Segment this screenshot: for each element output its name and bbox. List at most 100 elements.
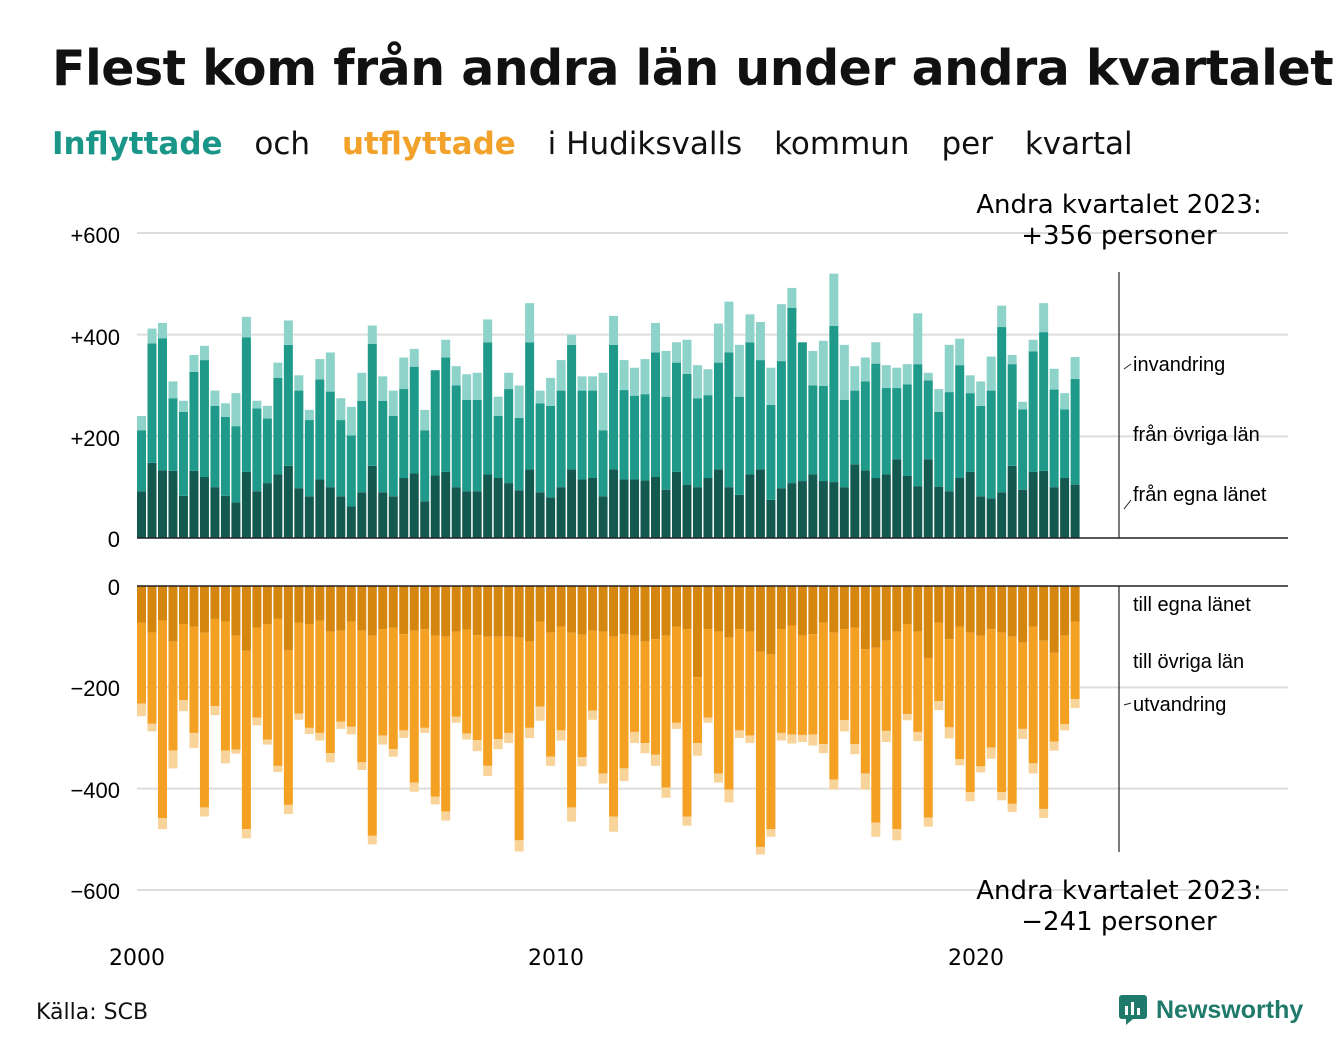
bar-in-ovriga xyxy=(304,420,314,497)
bar-in-ovriga xyxy=(692,398,702,488)
y-tick-in-200: +200 xyxy=(70,426,120,451)
bar-out-utvandring xyxy=(483,765,493,776)
bar-out-ovriga xyxy=(504,636,514,733)
annotation-in-line1: Andra kvartalet 2023: xyxy=(976,190,1261,220)
bar-out-utvandring xyxy=(420,727,430,733)
bar-in-invandring xyxy=(472,372,482,400)
bar-in-invandring xyxy=(262,405,272,419)
bar-in-ovriga xyxy=(955,365,965,479)
bar-in-invandring xyxy=(902,364,912,385)
bar-out-ovriga xyxy=(409,630,419,783)
bar-in-egna xyxy=(1070,484,1080,538)
bar-in-invandring xyxy=(525,303,535,343)
bar-in-egna xyxy=(420,501,430,538)
bar-in-ovriga xyxy=(157,338,167,471)
y-tick-out-0: 0 xyxy=(108,575,120,600)
bar-out-ovriga xyxy=(588,630,598,711)
bar-out-egna xyxy=(367,586,377,636)
bar-in-ovriga xyxy=(472,399,482,492)
bar-out-utvandring xyxy=(231,749,241,754)
outflow-bars xyxy=(137,586,1080,855)
bar-in-invandring xyxy=(651,322,661,353)
bar-out-utvandring xyxy=(976,766,986,773)
bar-out-ovriga xyxy=(703,629,713,718)
bar-in-ovriga xyxy=(755,360,765,470)
bar-in-ovriga xyxy=(315,379,325,480)
bar-in-ovriga xyxy=(661,396,671,490)
bar-in-invandring xyxy=(199,345,209,361)
bar-out-utvandring xyxy=(577,757,587,767)
bar-out-utvandring xyxy=(651,754,661,766)
bar-in-ovriga xyxy=(965,393,975,472)
bar-in-egna xyxy=(147,462,157,538)
newsworthy-logo-icon xyxy=(1119,995,1147,1025)
bar-in-invandring xyxy=(462,374,472,400)
bar-out-egna xyxy=(567,586,577,633)
bar-in-invandring xyxy=(588,376,598,391)
bar-in-egna xyxy=(965,471,975,538)
bar-in-invandring xyxy=(546,377,556,406)
bar-out-egna xyxy=(1028,586,1038,627)
bar-in-ovriga xyxy=(588,390,598,479)
bar-out-ovriga xyxy=(808,634,818,735)
subtitle-kommun: kommun xyxy=(774,126,910,162)
bar-out-egna xyxy=(483,586,493,637)
bar-in-egna xyxy=(692,487,702,538)
bar-out-utvandring xyxy=(451,716,461,723)
bar-out-egna xyxy=(609,586,619,637)
bar-out-ovriga xyxy=(357,630,367,763)
bar-out-utvandring xyxy=(944,727,954,739)
bar-out-egna xyxy=(965,586,975,633)
bar-out-egna xyxy=(850,586,860,628)
bar-in-egna xyxy=(839,487,849,538)
bar-in-invandring xyxy=(1018,401,1028,410)
bar-in-ovriga xyxy=(556,390,566,488)
bar-out-utvandring xyxy=(472,740,482,752)
bar-in-egna xyxy=(430,475,440,538)
bar-in-invandring xyxy=(871,342,881,364)
bar-in-invandring xyxy=(598,372,608,431)
bar-in-egna xyxy=(902,475,912,538)
bar-out-ovriga xyxy=(1060,635,1070,725)
bar-in-invandring xyxy=(567,334,577,345)
bar-out-ovriga xyxy=(976,635,986,767)
bar-in-ovriga xyxy=(220,417,230,496)
bar-in-egna xyxy=(462,491,472,538)
bar-in-invandring xyxy=(294,375,304,391)
bar-out-egna xyxy=(157,586,167,621)
bar-in-egna xyxy=(294,488,304,538)
y-tick-out-400: −400 xyxy=(70,778,120,803)
bar-in-invandring xyxy=(839,344,849,400)
bar-out-utvandring xyxy=(241,829,251,839)
gridlines xyxy=(137,232,1288,891)
label-fran-egna-lanet: från egna länet xyxy=(1133,484,1267,506)
bar-out-egna xyxy=(986,586,996,630)
bar-out-utvandring xyxy=(1039,808,1049,819)
bar-out-utvandring xyxy=(808,734,818,746)
bar-out-egna xyxy=(682,586,692,630)
bar-in-egna xyxy=(944,491,954,538)
bar-out-ovriga xyxy=(388,627,398,750)
bar-out-ovriga xyxy=(137,622,146,704)
bar-in-invandring xyxy=(399,357,409,390)
bar-in-egna xyxy=(283,465,293,538)
bar-out-egna xyxy=(755,586,765,652)
bar-out-ovriga xyxy=(378,629,388,736)
y-tick-out-600: −600 xyxy=(70,879,120,904)
leader-invandring xyxy=(1123,363,1132,370)
bar-out-utvandring xyxy=(955,759,965,766)
bar-out-ovriga xyxy=(525,641,535,728)
bar-in-invandring xyxy=(808,350,818,386)
bar-out-utvandring xyxy=(346,726,356,735)
bar-in-invandring xyxy=(1060,393,1070,410)
bar-out-egna xyxy=(336,586,346,631)
bar-in-invandring xyxy=(944,344,954,393)
label-till-egna-lanet: till egna länet xyxy=(1133,594,1251,616)
bar-in-ovriga xyxy=(860,381,870,471)
bar-in-ovriga xyxy=(462,399,472,492)
bar-out-utvandring xyxy=(357,762,367,770)
bar-out-ovriga xyxy=(535,621,545,707)
bar-out-ovriga xyxy=(441,636,451,812)
bar-out-ovriga xyxy=(199,632,209,808)
bar-out-utvandring xyxy=(713,773,723,783)
